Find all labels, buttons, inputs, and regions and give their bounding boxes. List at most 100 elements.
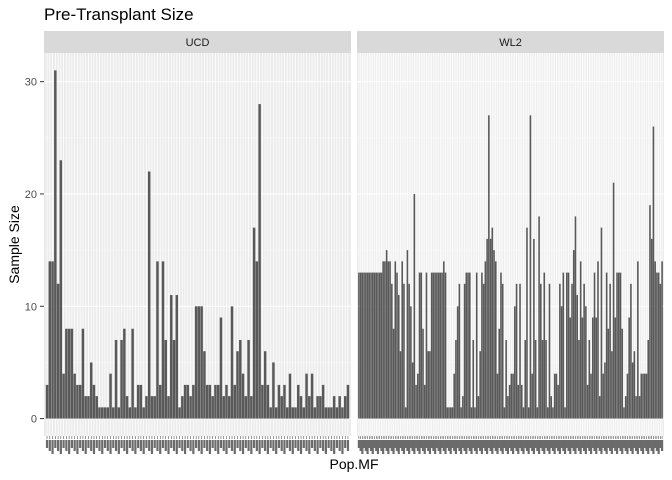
x-tick-label-mark	[310, 440, 314, 448]
bar	[559, 283, 561, 419]
bar	[258, 104, 261, 419]
x-tick-label-mark	[517, 440, 520, 454]
bar	[272, 362, 275, 419]
bar	[536, 407, 539, 419]
bar	[380, 272, 383, 419]
bar	[650, 238, 653, 419]
bar	[618, 272, 620, 419]
x-tick-label-mark	[628, 440, 631, 448]
bar	[230, 306, 234, 419]
bar	[571, 283, 573, 419]
bar	[392, 328, 395, 419]
x-tick-label-mark	[435, 440, 438, 448]
bar	[460, 407, 462, 419]
bar	[62, 373, 65, 419]
bar	[498, 328, 501, 419]
x-tick-label-mark	[425, 440, 428, 448]
x-tick-label-mark	[531, 440, 534, 451]
bar	[316, 396, 319, 419]
x-tick-label-mark	[383, 440, 386, 448]
x-tick-label-mark	[51, 440, 54, 454]
x-tick-label-mark	[286, 440, 289, 448]
x-tick-label-mark	[375, 440, 378, 451]
bar	[616, 272, 618, 419]
x-tick-label-mark	[131, 440, 134, 451]
x-tick-label-mark	[494, 440, 497, 451]
x-tick-label-mark	[364, 440, 367, 451]
bar	[321, 384, 325, 419]
x-tick-label-mark	[228, 440, 231, 448]
x-tick-label-mark	[486, 440, 489, 454]
bar	[572, 250, 575, 419]
bars-ucd	[45, 70, 350, 419]
x-tick-label-mark	[45, 440, 49, 448]
facet-panel-ucd: UCD	[44, 31, 351, 454]
bar	[358, 272, 360, 419]
x-tick-label-mark	[409, 440, 412, 448]
x-tick-label-mark	[186, 440, 189, 448]
bar	[588, 339, 591, 419]
x-tick-label-mark	[366, 440, 369, 454]
x-tick-label-mark	[619, 440, 622, 451]
bar	[131, 328, 134, 419]
bar	[170, 295, 173, 419]
x-tick-label-mark	[617, 440, 620, 448]
bar	[106, 407, 110, 419]
x-tick-label-mark	[70, 440, 73, 448]
bar	[533, 238, 535, 419]
bar	[370, 272, 372, 419]
x-tick-label-mark	[327, 440, 330, 448]
x-tick-label-mark	[650, 440, 653, 451]
bar	[453, 373, 455, 419]
bar	[489, 238, 492, 419]
bar	[103, 407, 107, 419]
x-tick-label-mark	[550, 440, 553, 448]
bar	[359, 272, 362, 419]
bar	[481, 272, 483, 419]
bar	[590, 373, 592, 419]
x-tick-label-mark	[511, 440, 515, 454]
x-tick-label-mark	[178, 440, 181, 448]
bar	[109, 373, 112, 419]
x-tick-label-mark	[496, 440, 499, 454]
bar	[482, 283, 485, 419]
bar	[156, 261, 159, 419]
bar	[378, 272, 381, 419]
bar	[401, 261, 403, 419]
x-tick-label-mark	[277, 440, 281, 448]
bar	[98, 407, 101, 419]
bar	[434, 272, 436, 419]
bar	[255, 261, 259, 419]
bar	[517, 384, 520, 419]
x-tick-label-mark	[645, 440, 648, 451]
bar	[181, 396, 184, 419]
facet-panel-wl2: WL2	[357, 31, 664, 454]
x-tick-label-mark	[203, 440, 206, 448]
x-tick-label-mark	[335, 440, 339, 448]
bar	[205, 384, 209, 419]
x-tick-label-mark	[346, 440, 350, 451]
x-tick-label-mark	[382, 440, 385, 454]
x-tick-label-mark	[558, 440, 561, 454]
x-tick-label-mark	[378, 440, 381, 448]
x-tick-label-mark	[128, 440, 131, 448]
x-tick-label-mark	[453, 440, 456, 451]
x-tick-label-mark	[54, 440, 57, 448]
bar	[366, 272, 369, 419]
bar	[305, 373, 308, 419]
bar	[153, 396, 156, 419]
bar	[183, 384, 187, 419]
bar	[574, 216, 577, 419]
x-tick-label-mark	[570, 440, 574, 448]
bar	[87, 396, 90, 419]
bar	[411, 362, 414, 419]
bar	[291, 407, 294, 419]
bar	[92, 384, 96, 419]
x-tick-label-mark	[655, 440, 658, 451]
x-tick-label-mark	[189, 440, 192, 451]
bar	[595, 317, 598, 419]
x-tick-label-mark	[468, 440, 471, 451]
x-tick-label-mark	[244, 440, 247, 448]
x-tick-label-mark	[103, 440, 107, 448]
x-tick-label-mark	[222, 440, 225, 451]
